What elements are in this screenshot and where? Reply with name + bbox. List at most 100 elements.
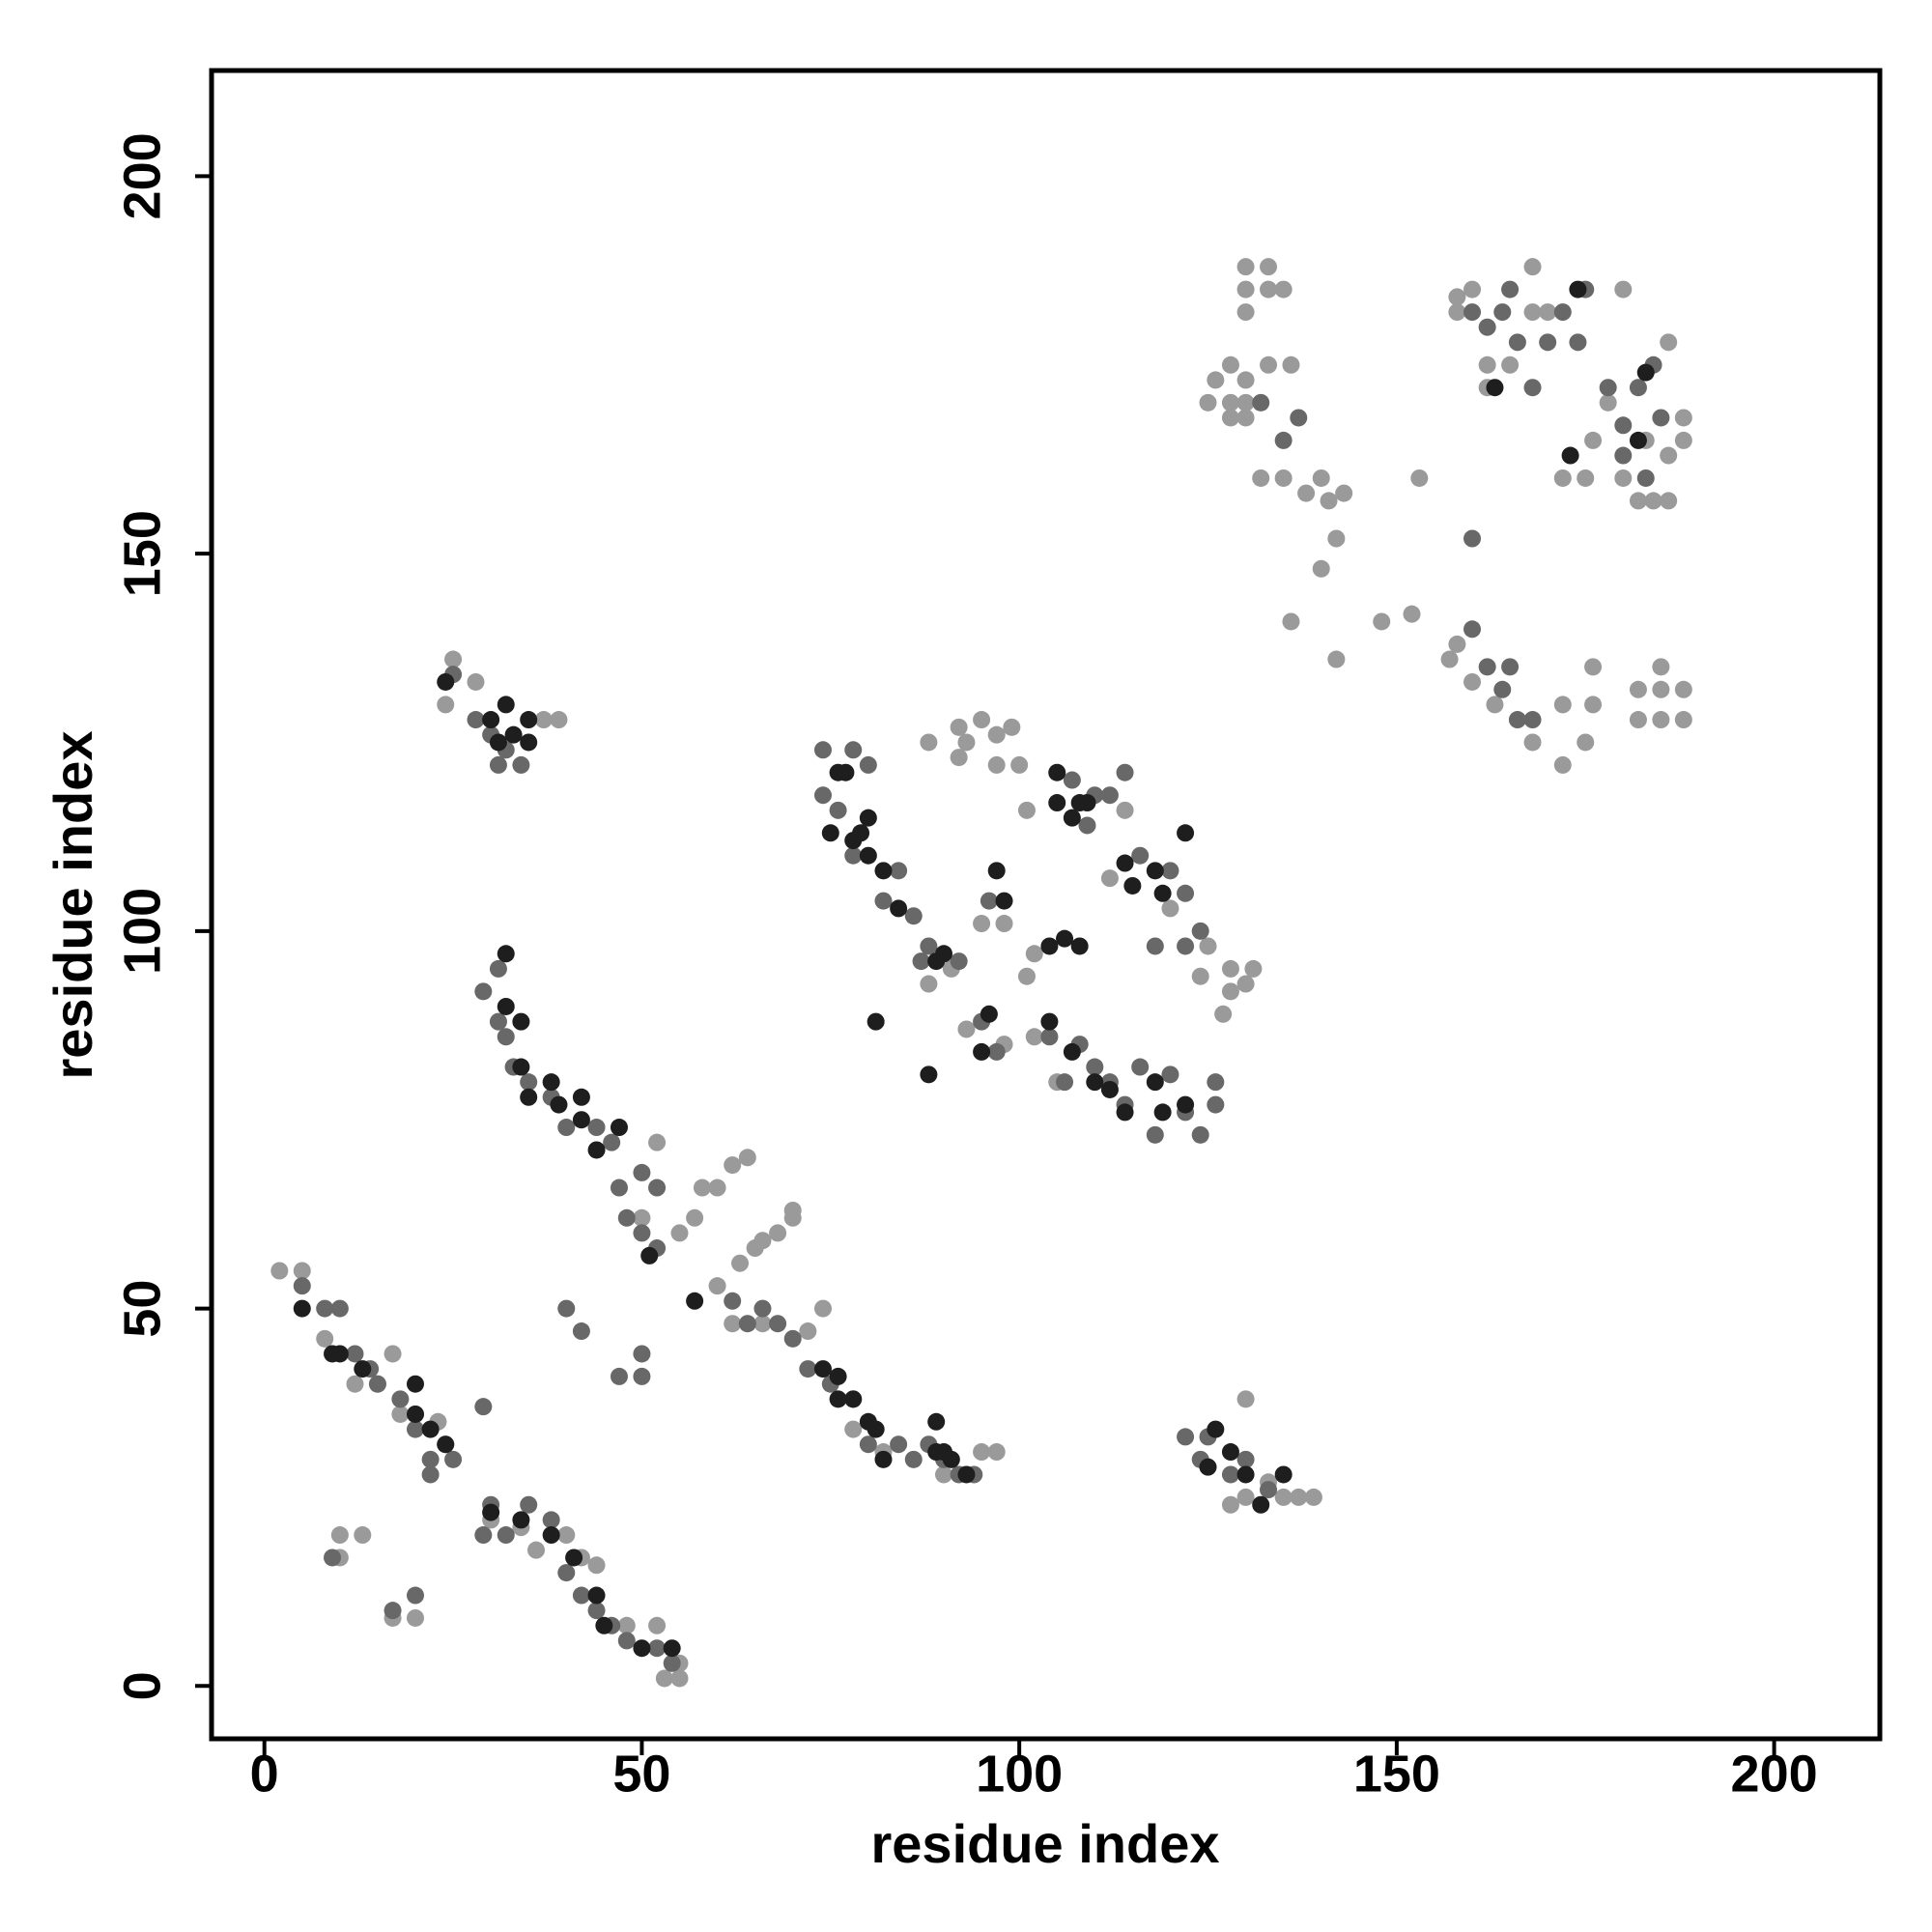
data-point bbox=[1040, 937, 1059, 955]
data-point bbox=[1078, 816, 1096, 835]
data-point bbox=[1577, 469, 1595, 487]
data-point bbox=[1629, 431, 1647, 449]
data-point bbox=[1236, 280, 1255, 298]
data-point bbox=[1614, 446, 1633, 465]
data-point bbox=[1221, 393, 1239, 412]
y-tick-label: 200 bbox=[113, 132, 171, 219]
data-point bbox=[542, 1073, 560, 1092]
data-point bbox=[437, 672, 455, 691]
data-point bbox=[1056, 929, 1074, 948]
data-point bbox=[1146, 1125, 1164, 1144]
data-point bbox=[346, 1375, 364, 1393]
data-point bbox=[904, 1450, 923, 1468]
data-point bbox=[1327, 529, 1346, 548]
data-point bbox=[406, 1405, 424, 1423]
data-point bbox=[1177, 1428, 1195, 1446]
data-point bbox=[1297, 484, 1316, 502]
data-point bbox=[957, 1020, 976, 1038]
data-point bbox=[1017, 967, 1036, 985]
data-point bbox=[557, 1564, 576, 1582]
data-point bbox=[542, 1526, 560, 1545]
data-point bbox=[1569, 280, 1587, 298]
x-tick-label: 0 bbox=[250, 1745, 279, 1803]
data-point bbox=[980, 1005, 998, 1023]
data-point bbox=[1501, 280, 1520, 298]
data-point bbox=[1508, 711, 1526, 729]
data-point bbox=[1100, 869, 1119, 888]
data-point bbox=[1236, 975, 1255, 993]
data-point bbox=[799, 1360, 817, 1378]
data-point bbox=[1312, 559, 1330, 578]
data-point bbox=[1463, 620, 1482, 639]
data-point bbox=[1274, 280, 1293, 298]
data-point bbox=[1629, 680, 1647, 698]
data-point bbox=[1116, 763, 1134, 781]
data-point bbox=[330, 1526, 349, 1545]
data-point bbox=[783, 1329, 802, 1348]
data-point bbox=[1274, 469, 1293, 487]
data-point bbox=[1236, 1390, 1255, 1408]
data-point bbox=[987, 1443, 1006, 1462]
data-point bbox=[550, 711, 568, 729]
data-point bbox=[912, 952, 930, 971]
data-point bbox=[1523, 303, 1542, 322]
data-point bbox=[1236, 409, 1255, 427]
x-tick-label: 50 bbox=[612, 1745, 670, 1803]
data-point bbox=[1478, 658, 1496, 676]
data-point bbox=[489, 755, 507, 774]
data-point bbox=[1282, 612, 1300, 631]
data-point bbox=[859, 1435, 877, 1454]
data-point bbox=[973, 915, 991, 933]
data-point bbox=[1652, 711, 1670, 729]
data-point bbox=[1274, 1488, 1293, 1506]
data-point bbox=[648, 1179, 667, 1197]
data-point bbox=[708, 1277, 726, 1295]
data-point bbox=[821, 824, 839, 842]
data-point bbox=[867, 1012, 885, 1031]
data-point bbox=[1221, 409, 1239, 427]
data-point bbox=[1553, 303, 1572, 322]
data-point bbox=[1191, 967, 1209, 985]
data-point bbox=[927, 1412, 946, 1431]
data-point bbox=[1161, 862, 1179, 880]
data-point bbox=[1221, 1495, 1239, 1514]
data-point bbox=[920, 975, 938, 993]
data-point bbox=[565, 1548, 583, 1567]
data-point bbox=[874, 1450, 893, 1468]
data-point bbox=[813, 1299, 832, 1318]
data-point bbox=[1561, 446, 1579, 465]
data-point bbox=[670, 1224, 689, 1242]
data-point bbox=[1569, 333, 1587, 352]
data-point bbox=[572, 1088, 590, 1106]
data-point bbox=[1260, 355, 1278, 374]
data-point bbox=[316, 1299, 334, 1318]
data-point bbox=[1373, 612, 1391, 631]
data-point bbox=[663, 1639, 681, 1658]
data-point bbox=[950, 718, 968, 736]
data-point bbox=[587, 1586, 606, 1605]
data-point bbox=[504, 725, 523, 744]
data-point bbox=[1086, 1073, 1104, 1092]
data-point bbox=[482, 1503, 500, 1521]
data-point bbox=[1177, 1095, 1195, 1114]
data-point bbox=[987, 755, 1006, 774]
data-point bbox=[1553, 469, 1572, 487]
data-point bbox=[542, 1511, 560, 1529]
data-point bbox=[927, 952, 946, 971]
data-point bbox=[1448, 635, 1466, 653]
data-point bbox=[1116, 854, 1134, 872]
data-point bbox=[973, 1443, 991, 1462]
data-point bbox=[324, 1548, 342, 1567]
data-point bbox=[1025, 1028, 1043, 1046]
data-point bbox=[444, 1450, 463, 1468]
data-point bbox=[1493, 680, 1512, 698]
data-point bbox=[512, 755, 530, 774]
points bbox=[270, 258, 1692, 1688]
data-point bbox=[1448, 288, 1466, 306]
data-point bbox=[1236, 303, 1255, 322]
y-axis-title: residue index bbox=[43, 730, 103, 1079]
data-point bbox=[829, 1390, 847, 1408]
data-point bbox=[633, 1208, 651, 1227]
data-point bbox=[973, 711, 991, 729]
data-point bbox=[406, 1608, 424, 1627]
